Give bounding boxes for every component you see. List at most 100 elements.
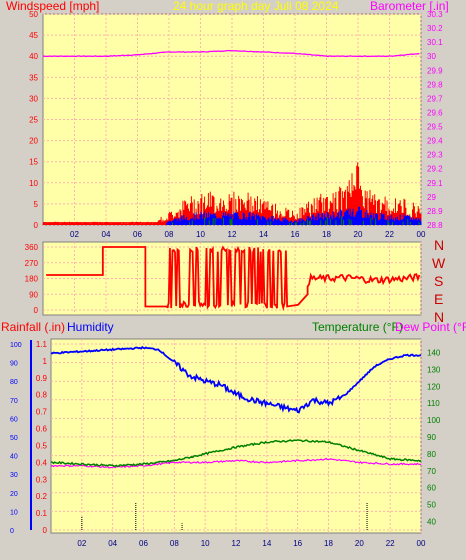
direction-y-tick-label: 90 (29, 290, 38, 299)
barometer-y-tick-label: 29.5 (427, 123, 443, 132)
barometer-y-tick-label: 29.4 (427, 137, 443, 146)
temperature-line (50, 439, 422, 468)
windspeed-title: Windspeed [mph] (6, 0, 99, 13)
barometer-y-tick-label: 30.2 (427, 24, 443, 33)
wind-series (42, 49, 422, 225)
direction-y-tick-label: 270 (25, 259, 39, 268)
wind-x-tick-label: 22 (385, 230, 394, 239)
rainfall-y-tick-label: 1 (43, 357, 48, 366)
wind-direction-line (46, 245, 421, 312)
wind-y-tick-label: 20 (29, 137, 38, 146)
barometer-y-tick-label: 28.9 (427, 207, 443, 216)
humidity-y-tick-label: 100 (10, 342, 22, 349)
humidity-line (50, 345, 422, 414)
rainfall-y-tick-label: 1.1 (36, 340, 48, 349)
temperature-y-tick-label: 50 (427, 501, 436, 510)
direction-axes: 0 90 180 270 360 (25, 243, 39, 315)
temperature-y-tick-label: 40 (427, 518, 436, 527)
barometer-title: Barometer [.in] (370, 0, 449, 13)
barometer-y-tick-label: 29.1 (427, 179, 443, 188)
temperature-y-tick-label: 140 (427, 348, 441, 357)
direction-y-tick-label: 0 (34, 306, 39, 315)
humidity-y-tick-label: 80 (10, 379, 18, 386)
compass-n-top: N (434, 237, 444, 253)
climate-x-tick-label: 02 (77, 539, 86, 548)
wind-y-tick-label: 40 (29, 52, 38, 61)
temperature-y-tick-label: 120 (427, 382, 441, 391)
compass-n-bottom: N (434, 309, 444, 325)
barometer-y-tick-label: 29 (427, 193, 436, 202)
wind-y-tick-label: 0 (34, 221, 39, 230)
temperature-y-tick-label: 70 (427, 467, 436, 476)
wind-x-tick-label: 08 (165, 230, 174, 239)
rainfall-title: Rainfall (.in) (1, 320, 65, 334)
humidity-y-tick-label: 20 (10, 491, 18, 498)
temperature-y-tick-label: 130 (427, 365, 441, 374)
direction-y-tick-label: 180 (25, 275, 39, 284)
wind-y-tick-label: 25 (29, 116, 38, 125)
rainfall-y-tick-label: 0.7 (36, 408, 48, 417)
rainfall-y-tick-label: 0.9 (36, 374, 48, 383)
wind-x-tick-label: 06 (133, 230, 142, 239)
wind-x-tick-label: 12 (228, 230, 237, 239)
climate-x-tick-label: 08 (170, 539, 179, 548)
temperature-y-tick-label: 110 (427, 399, 440, 408)
barometer-y-tick-label: 29.2 (427, 165, 443, 174)
humidity-y-tick-label: 70 (10, 398, 18, 405)
climate-grid (51, 339, 422, 533)
rainfall-y-tick-label: 0.4 (36, 458, 48, 467)
climate-x-tick-label: 22 (386, 539, 395, 548)
humidity-y-tick-label: 60 (10, 416, 18, 423)
climate-x-tick-label: 06 (139, 539, 148, 548)
barometer-y-tick-label: 29.8 (427, 80, 443, 89)
barometer-y-tick-label: 30.1 (427, 38, 443, 47)
temperature-y-tick-label: 90 (427, 433, 436, 442)
barometer-y-tick-label: 30.3 (427, 10, 443, 19)
humidity-y-tick-label: 50 (10, 435, 18, 442)
wind-y-tick-label: 45 (29, 31, 38, 40)
temperature-y-tick-label: 80 (427, 450, 436, 459)
temperature-y-tick-label: 60 (427, 484, 436, 493)
barometer-y-tick-label: 29.3 (427, 151, 443, 160)
wind-x-tick-label: 02 (70, 230, 79, 239)
humidity-y-tick-label: 30 (10, 472, 18, 479)
rainfall-y-tick-label: 0 (43, 526, 48, 535)
barometer-y-tick-label: 29.9 (427, 66, 443, 75)
wind-x-tick-label: 00 (417, 230, 426, 239)
rainfall-y-tick-label: 0.2 (36, 492, 48, 501)
humidity-y-tick-label: 90 (10, 361, 18, 368)
wind-y-tick-label: 5 (34, 200, 39, 209)
compass-w: W (432, 255, 446, 271)
wind-x-tick-label: 20 (354, 230, 363, 239)
humidity-y-tick-label: 10 (10, 509, 18, 516)
wind-y-tick-label: 50 (29, 10, 38, 19)
rainfall-y-tick-label: 0.6 (36, 425, 48, 434)
barometer-y-tick-label: 29.7 (427, 94, 443, 103)
barometer-y-tick-label: 30 (427, 52, 436, 61)
compass-e: E (434, 291, 443, 307)
humidity-y-tick-label: 40 (10, 454, 18, 461)
rainfall-y-tick-label: 0.3 (36, 475, 48, 484)
climate-x-tick-label: 04 (108, 539, 117, 548)
rainfall-y-tick-label: 0.8 (36, 391, 48, 400)
wind-x-tick-label: 04 (102, 230, 111, 239)
barometer-y-tick-label: 29.6 (427, 108, 443, 117)
climate-x-tick-label: 12 (232, 539, 241, 548)
humidity-title: Humidity (67, 320, 114, 334)
rainfall-y-tick-label: 0.5 (36, 441, 48, 450)
wind-y-tick-label: 35 (29, 73, 38, 82)
direction-y-tick-label: 360 (25, 243, 39, 252)
climate-x-tick-label: 16 (293, 539, 302, 548)
climate-x-tick-label: 14 (262, 539, 271, 548)
wind-gust-bars (172, 216, 420, 225)
wind-y-tick-label: 15 (29, 158, 38, 167)
climate-x-tick-label: 10 (201, 539, 210, 548)
dewpoint-line (50, 457, 422, 469)
wind-axes: 0 5 10 15 20 25 30 35 40 45 50 28.8 28.9 29 29.1 29.2 29… (29, 10, 443, 239)
climate-series (50, 345, 422, 530)
wind-y-tick-label: 10 (29, 179, 38, 188)
humidity-y-tick-label: 0 (10, 528, 14, 535)
climate-x-tick-label: 18 (324, 539, 333, 548)
barometer-y-tick-label: 28.8 (427, 221, 443, 230)
